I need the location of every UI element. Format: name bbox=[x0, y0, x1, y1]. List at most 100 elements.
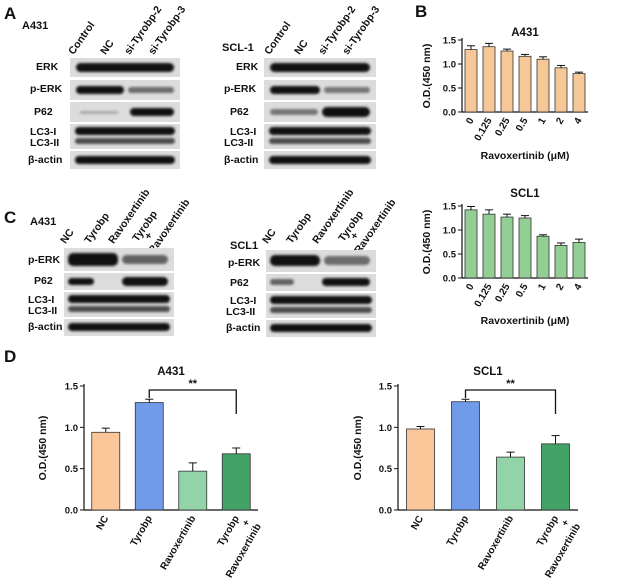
bar bbox=[536, 235, 550, 279]
x-tick-label: 0 bbox=[464, 116, 477, 127]
y-tick-label: 0.5 bbox=[65, 464, 79, 475]
panel-c-left-label-actin: β-actin bbox=[28, 321, 63, 333]
y-tick-label: 1.0 bbox=[443, 60, 456, 71]
x-axis-label: Ravoxertinib (μM) bbox=[481, 315, 570, 327]
chart-title: A431 bbox=[157, 366, 185, 378]
bar bbox=[500, 50, 514, 113]
x-tick-label: Tyrobp bbox=[445, 514, 471, 548]
panel-c-right-label-lc3ii: LC3-II bbox=[226, 306, 256, 318]
y-tick-label: 1.0 bbox=[443, 226, 456, 237]
bar bbox=[572, 73, 586, 113]
x-tick-label: 0.5 bbox=[514, 282, 531, 300]
y-tick-label: 1.0 bbox=[65, 423, 78, 434]
x-axis-label: Ravoxertinib (μM) bbox=[481, 150, 570, 162]
chart-title: SCL1 bbox=[473, 366, 503, 378]
panel-a-right-label-perk: p-ERK bbox=[224, 83, 257, 95]
y-tick-label: 1.5 bbox=[379, 382, 393, 393]
panel-a-left-label-erk: ERK bbox=[36, 61, 59, 73]
bar bbox=[536, 58, 550, 113]
bar bbox=[482, 213, 496, 279]
x-tick-label: 2 bbox=[554, 116, 567, 127]
chart-title: SCL1 bbox=[510, 188, 540, 200]
panel-c-left-label-lc3i: LC3-I bbox=[28, 294, 55, 306]
bar bbox=[496, 456, 525, 511]
y-tick-label: 0.0 bbox=[443, 274, 456, 285]
panel-a-right-label-erk: ERK bbox=[236, 61, 259, 73]
panel-a-left-label-actin: β-actin bbox=[28, 154, 63, 166]
panel-c-right-label-lc3i: LC3-I bbox=[230, 295, 257, 307]
x-tick-label: 0 bbox=[464, 282, 477, 293]
bar bbox=[518, 217, 532, 279]
panel-label-a: A bbox=[4, 4, 17, 23]
bar bbox=[134, 402, 164, 511]
panel-c-right-label-perk: p-ERK bbox=[228, 257, 261, 269]
x-tick-label: Ravoxertinib bbox=[476, 514, 516, 572]
bar bbox=[518, 55, 532, 113]
significance-bracket bbox=[148, 389, 237, 414]
x-tick-label: Tyrobp bbox=[129, 514, 155, 548]
bar bbox=[500, 216, 514, 279]
bar bbox=[482, 46, 496, 113]
x-tick-label: 1 bbox=[536, 116, 549, 127]
x-tick-label: 0.125 bbox=[473, 116, 495, 144]
panel-c-left-cell-label: A431 bbox=[30, 216, 57, 228]
x-tick-label: 1 bbox=[536, 282, 549, 293]
bar bbox=[91, 431, 121, 511]
x-tick-label: 4 bbox=[572, 282, 585, 293]
y-axis-label: O.D.(450 nm) bbox=[421, 210, 433, 275]
bar bbox=[464, 209, 478, 279]
significance-label: ** bbox=[506, 378, 515, 390]
y-tick-label: 1.5 bbox=[443, 202, 457, 213]
panel-a-left-cell-label: A431 bbox=[22, 20, 49, 32]
bar bbox=[451, 401, 480, 511]
bar bbox=[541, 443, 570, 511]
x-tick-label: NC bbox=[95, 514, 112, 532]
panel-a-left-label-lc3i: LC3-I bbox=[30, 126, 57, 138]
significance-label: ** bbox=[188, 378, 197, 390]
panel-c-left-label-lc3ii: LC3-II bbox=[28, 305, 58, 317]
panel-a-left-label-perk: p-ERK bbox=[30, 83, 63, 95]
chart-d-a431: A431 0.0 0.5 1.0 1.5 O.D.(450 nm) NC Tyrobp Ravo… bbox=[37, 366, 264, 580]
y-tick-label: 0.5 bbox=[443, 84, 457, 95]
x-tick-label: 0.5 bbox=[514, 116, 531, 134]
x-tick-label: 4 bbox=[572, 116, 585, 127]
bar bbox=[406, 428, 435, 511]
significance-bracket bbox=[464, 389, 557, 414]
bar bbox=[464, 49, 478, 113]
y-tick-label: 1.0 bbox=[379, 423, 392, 434]
panel-a-left-label-p62: P62 bbox=[34, 106, 53, 118]
y-tick-label: 0.0 bbox=[443, 108, 456, 119]
y-tick-label: 0.5 bbox=[379, 464, 393, 475]
panel-label-c: C bbox=[4, 208, 17, 227]
x-tick-label: + bbox=[560, 518, 573, 529]
chart-title: A431 bbox=[511, 27, 539, 39]
panel-c-left-label-perk: p-ERK bbox=[28, 254, 61, 266]
panel-c-left-label-p62: P62 bbox=[34, 275, 53, 287]
y-axis-label: O.D.(450 nm) bbox=[37, 416, 49, 481]
panel-a-right-label-lc3i: LC3-I bbox=[230, 126, 257, 138]
y-axis-label: O.D.(450 nm) bbox=[352, 416, 364, 481]
bar bbox=[572, 242, 586, 279]
y-tick-label: 1.5 bbox=[443, 36, 457, 47]
y-tick-label: 0.5 bbox=[443, 250, 457, 261]
bar bbox=[221, 453, 251, 511]
panel-c-right-label-p62: P62 bbox=[230, 277, 249, 289]
panel-c-right-label-actin: β-actin bbox=[226, 322, 261, 334]
y-tick-label: 1.5 bbox=[65, 382, 79, 393]
x-tick-label: 0.25 bbox=[493, 282, 512, 305]
y-tick-label: 0.0 bbox=[65, 506, 78, 517]
panel-label-d: D bbox=[4, 347, 17, 366]
x-tick-label: 0.25 bbox=[493, 116, 512, 139]
x-tick-label: + bbox=[240, 518, 253, 529]
panel-a-right-label-lc3ii: LC3-II bbox=[224, 137, 254, 149]
panel-a-right-label-actin: β-actin bbox=[224, 154, 259, 166]
x-tick-label: Ravoxertinib bbox=[159, 514, 199, 572]
panel-a-right-cell-label: SCL-1 bbox=[222, 42, 254, 54]
bar bbox=[554, 67, 568, 113]
x-tick-label: Tyrobp bbox=[535, 514, 561, 548]
panel-a-left-label-lc3ii: LC3-II bbox=[30, 137, 60, 149]
